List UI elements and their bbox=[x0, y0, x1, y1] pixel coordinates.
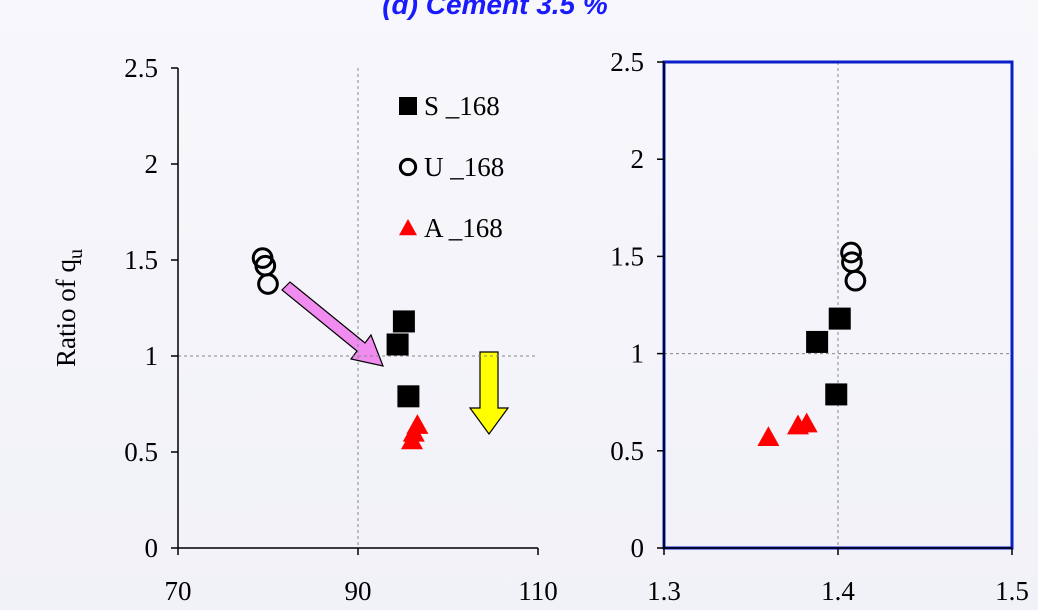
square-marker bbox=[397, 385, 420, 408]
y-tick-label: 0 bbox=[631, 533, 645, 563]
x-tick-label: 70 bbox=[165, 576, 192, 606]
y-tick-label: 0 bbox=[145, 533, 159, 563]
y-axis-label-sub: u bbox=[65, 249, 87, 259]
y-tick-label: 1 bbox=[631, 339, 645, 369]
y-tick-label: 1.5 bbox=[610, 241, 644, 271]
legend-label: S _168 bbox=[424, 91, 500, 121]
circle-marker bbox=[840, 241, 862, 264]
x-tick-label: 1.4 bbox=[821, 576, 855, 606]
x-tick-label: 1.3 bbox=[647, 576, 681, 606]
legend-marker bbox=[399, 97, 417, 115]
y-tick-label: 2.5 bbox=[124, 53, 158, 83]
x-tick-label: 90 bbox=[345, 576, 372, 606]
y-tick-label: 0.5 bbox=[124, 437, 158, 467]
y-tick-label: 1 bbox=[145, 341, 159, 371]
x-tick-label: 110 bbox=[518, 576, 558, 606]
y-tick-label: 2 bbox=[145, 149, 159, 179]
circle-marker bbox=[844, 269, 867, 292]
square-marker bbox=[828, 307, 851, 330]
legend-label: A _168 bbox=[424, 213, 503, 243]
legend-marker bbox=[398, 157, 418, 177]
legend-marker bbox=[399, 219, 417, 236]
y-tick-label: 2 bbox=[631, 144, 645, 174]
y-axis-label: Ratio of qu bbox=[51, 249, 87, 367]
triangle-marker bbox=[757, 426, 780, 446]
legend-label: U _168 bbox=[424, 152, 504, 182]
square-marker bbox=[806, 330, 829, 353]
y-tick-label: 2.5 bbox=[610, 47, 644, 77]
triangle-marker bbox=[401, 429, 423, 450]
square-marker bbox=[386, 333, 409, 356]
y-tick-label: 0.5 bbox=[610, 436, 644, 466]
y-axis-label-main: Ratio of q bbox=[51, 259, 81, 367]
circle-marker bbox=[257, 273, 279, 295]
figure-title: (d) Cement 3.5 % bbox=[382, 0, 608, 20]
square-marker bbox=[825, 383, 848, 406]
y-tick-label: 1.5 bbox=[124, 245, 158, 275]
yellow-arrow bbox=[468, 351, 510, 436]
x-tick-label: 1.5 bbox=[995, 576, 1029, 606]
pink-arrow bbox=[281, 281, 384, 367]
square-marker bbox=[392, 310, 415, 333]
triangle-marker bbox=[795, 412, 818, 433]
